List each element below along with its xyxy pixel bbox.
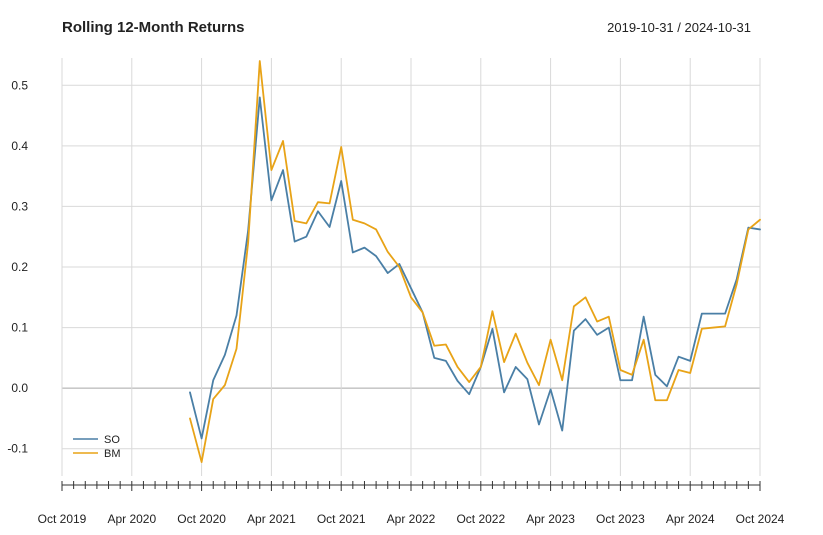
- x-axis: Oct 2019 Apr 2020 Oct 2020 Apr 2021 Oct 2021…: [38, 481, 785, 526]
- legend-label-so: SO: [104, 434, 120, 446]
- x-tick-label: Apr 2022: [387, 512, 436, 526]
- x-tick-label: Apr 2021: [247, 512, 296, 526]
- x-tick-label: Oct 2024: [736, 512, 785, 526]
- x-tick-label: Apr 2023: [526, 512, 575, 526]
- x-tick-label: Apr 2020: [107, 512, 156, 526]
- series-line-so: [189, 96, 761, 440]
- y-tick-label: 0.4: [11, 139, 28, 153]
- series-line-bm: [189, 60, 761, 463]
- x-tick-label: Oct 2020: [177, 512, 226, 526]
- series-lines: [189, 60, 761, 463]
- x-tick-label: Apr 2024: [666, 512, 715, 526]
- y-tick-label: 0.1: [11, 321, 28, 335]
- y-tick-label: 0.3: [11, 199, 28, 213]
- y-tick-label: 0.5: [11, 78, 28, 92]
- y-tick-label: 0.2: [11, 260, 28, 274]
- y-tick-label: -0.1: [7, 442, 28, 456]
- y-axis: -0.1 0.0 0.1 0.2 0.3 0.4 0.5: [7, 78, 28, 455]
- legend: SO BM: [73, 434, 121, 460]
- date-range-label: 2019-10-31 / 2024-10-31: [607, 20, 751, 35]
- y-tick-label: 0.0: [11, 381, 28, 395]
- grid: [61, 58, 761, 476]
- x-tick-label: Oct 2019: [38, 512, 87, 526]
- chart-title: Rolling 12-Month Returns: [62, 19, 245, 36]
- legend-label-bm: BM: [104, 448, 121, 460]
- x-tick-label: Oct 2022: [456, 512, 505, 526]
- x-tick-label: Oct 2023: [596, 512, 645, 526]
- x-tick-label: Oct 2021: [317, 512, 366, 526]
